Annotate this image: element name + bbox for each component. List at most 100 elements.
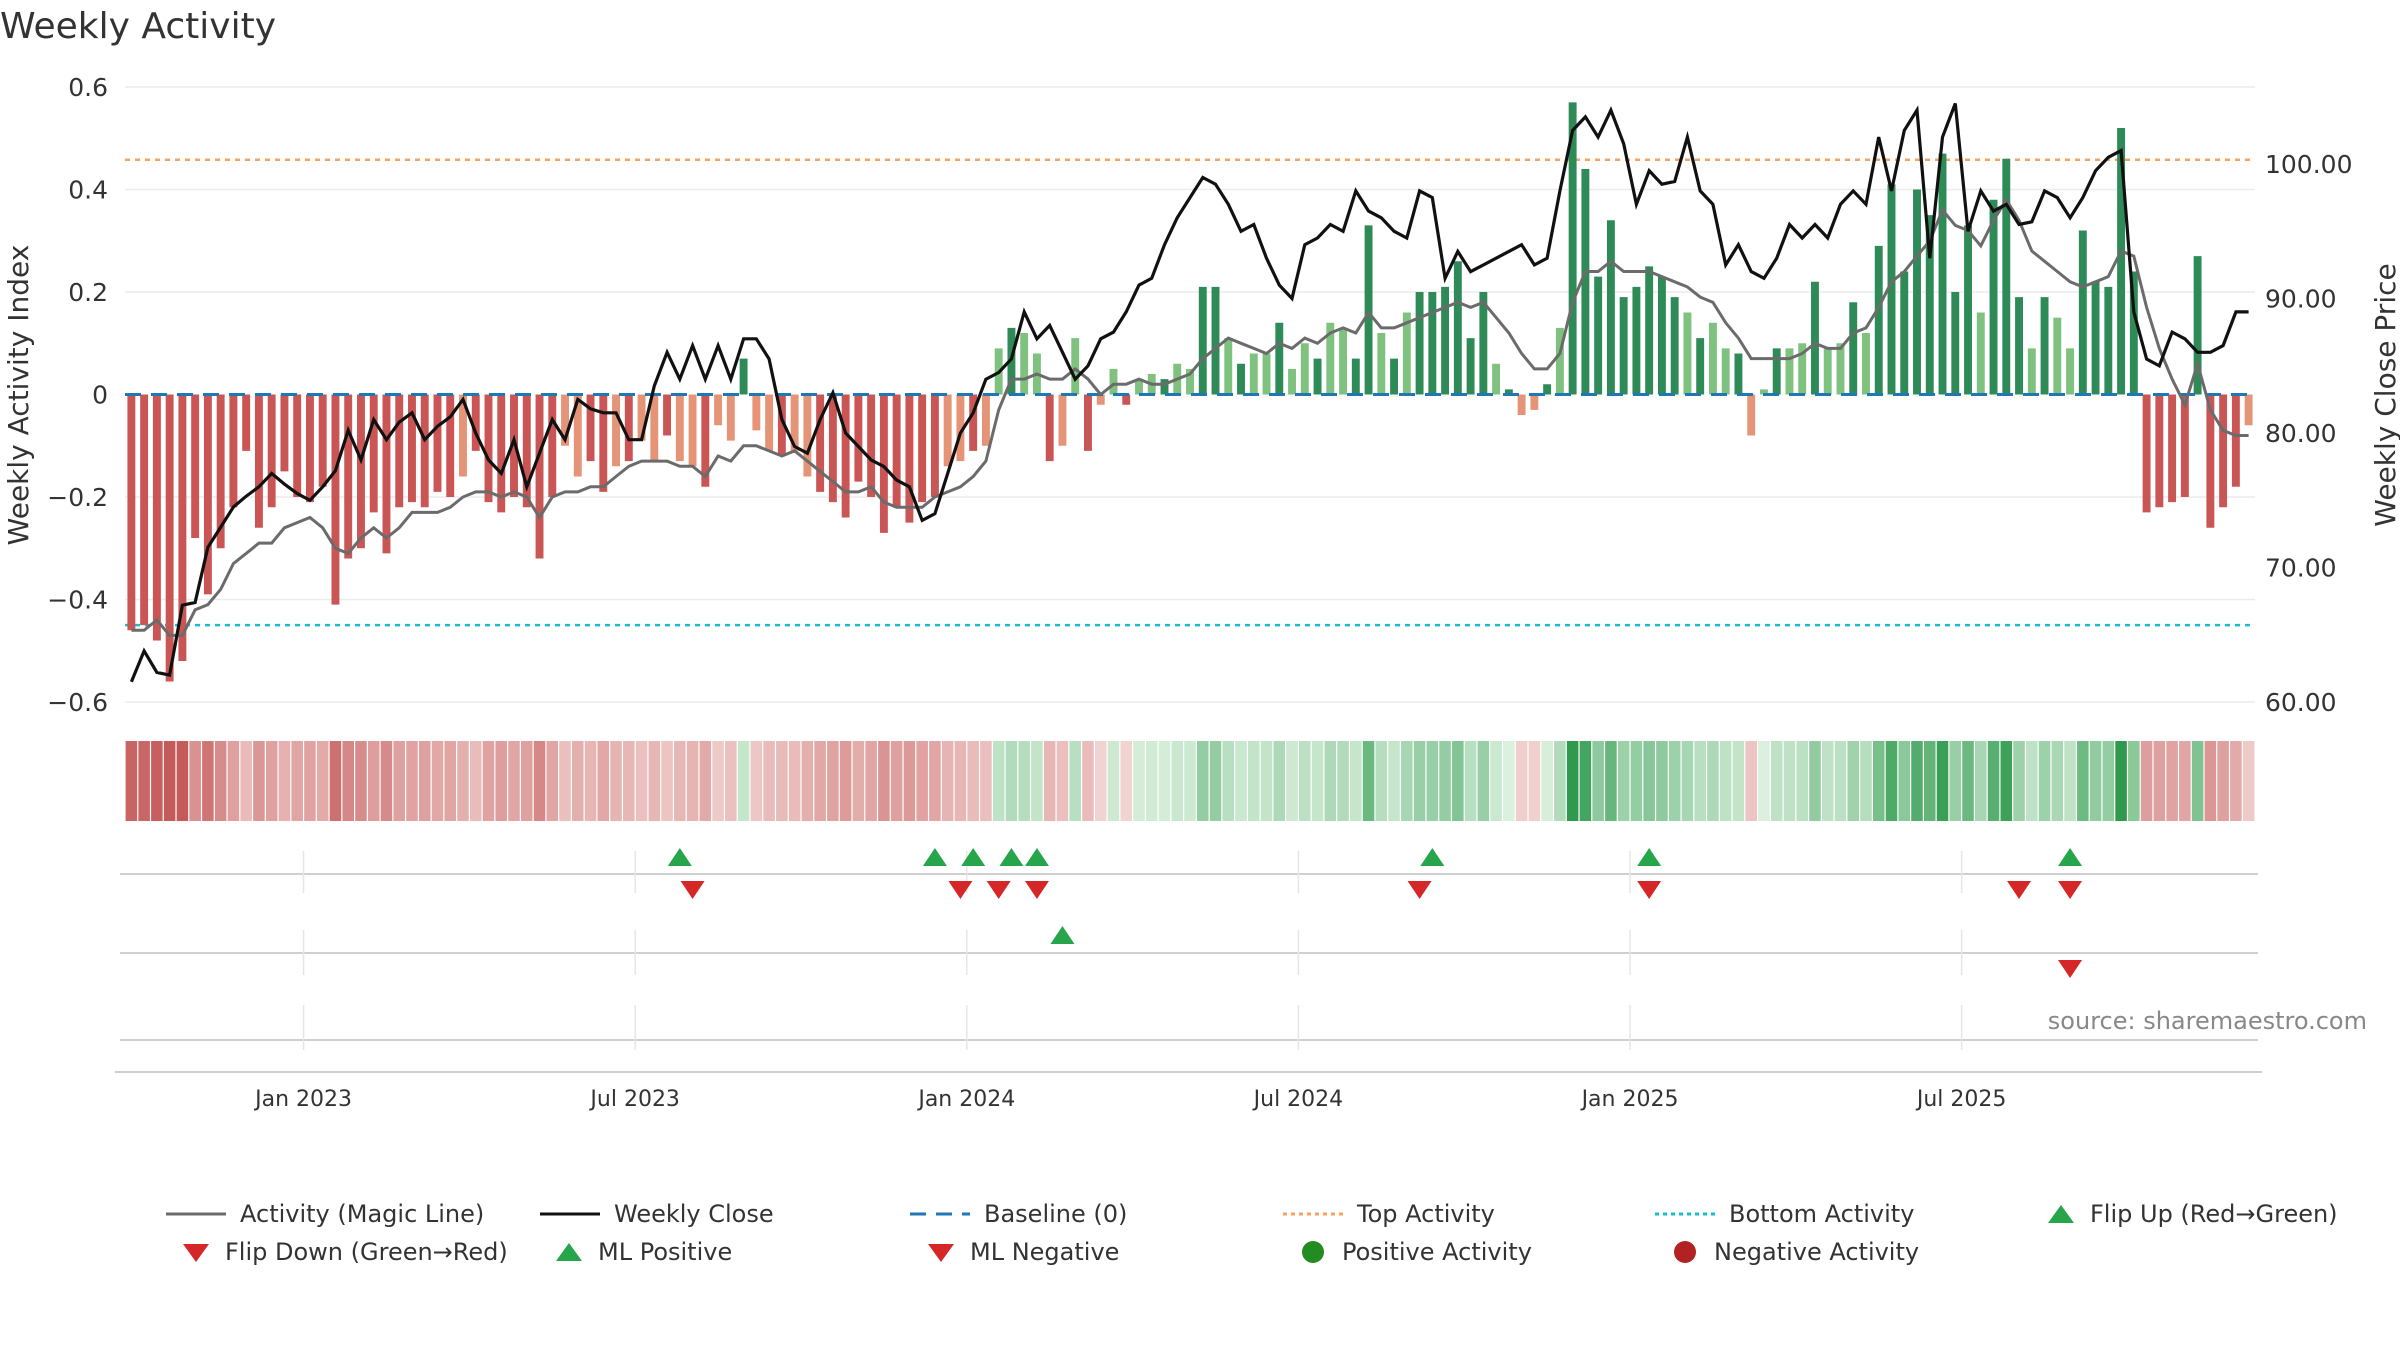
heat-cell bbox=[1235, 741, 1247, 821]
heat-cell bbox=[1464, 741, 1477, 821]
heat-cell bbox=[2026, 741, 2038, 821]
activity-bar bbox=[1874, 245, 1883, 395]
flip-up-marker bbox=[961, 848, 986, 866]
activity-bar bbox=[2193, 256, 2202, 395]
heat-cell bbox=[992, 741, 1005, 821]
y-right-tick-label: 70.00 bbox=[2265, 554, 2337, 583]
activity-bar bbox=[1785, 348, 1794, 395]
heat-cell bbox=[367, 741, 380, 821]
activity-bar bbox=[969, 394, 978, 451]
heat-cell bbox=[572, 741, 584, 821]
heat-cell bbox=[584, 741, 597, 821]
activity-bar bbox=[841, 394, 850, 518]
heat-cell bbox=[623, 741, 635, 821]
heat-cell bbox=[1324, 741, 1337, 821]
heat-cell bbox=[967, 741, 979, 821]
axes: 0.6 0.4 0.2 0 −0.2 −0.4 −0.6 100.00 90.00 80.00 70… bbox=[47, 73, 2352, 1112]
heat-cell bbox=[482, 741, 495, 821]
activity-bar bbox=[867, 394, 876, 497]
legend-item-magic-line: Activity (Magic Line) bbox=[166, 1195, 484, 1233]
activity-bar bbox=[1696, 338, 1705, 395]
heat-cell bbox=[1719, 741, 1732, 821]
heat-cell bbox=[1515, 741, 1528, 821]
heat-cell bbox=[329, 741, 342, 821]
heat-cell bbox=[980, 741, 992, 821]
heat-cell bbox=[699, 741, 712, 821]
heat-cell bbox=[1362, 741, 1375, 821]
legend-item-ml-negative: ML Negative bbox=[926, 1233, 1119, 1271]
flip-up-marker bbox=[667, 848, 692, 866]
heat-cell bbox=[406, 741, 418, 821]
activity-bar bbox=[1135, 379, 1143, 395]
activity-bar bbox=[1721, 348, 1730, 395]
heat-cell bbox=[240, 741, 252, 821]
activity-bar bbox=[1581, 169, 1590, 395]
heat-cell bbox=[865, 741, 877, 821]
activity-bar bbox=[1020, 333, 1029, 395]
activity-bar bbox=[408, 394, 416, 503]
heat-cell bbox=[814, 741, 826, 821]
activity-bar bbox=[471, 394, 480, 451]
y-left-tick-label: −0.4 bbox=[47, 586, 108, 615]
heat-cell bbox=[559, 741, 571, 821]
heat-cell bbox=[151, 741, 163, 821]
activity-bar bbox=[2244, 394, 2253, 426]
flip-up-marker bbox=[2058, 848, 2083, 866]
activity-bar bbox=[357, 394, 365, 549]
heat-cell bbox=[2077, 741, 2089, 821]
heat-cell bbox=[1860, 741, 1872, 821]
ml-positive-marker bbox=[1050, 926, 1075, 944]
activity-bar bbox=[1504, 389, 1513, 395]
activity-bar bbox=[854, 394, 863, 482]
activity-bar bbox=[1364, 225, 1373, 395]
heat-cell bbox=[1503, 741, 1515, 821]
flip-down-marker bbox=[2007, 881, 2032, 899]
activity-bar bbox=[254, 394, 263, 528]
activity-bar bbox=[1657, 276, 1666, 395]
legend-label: Negative Activity bbox=[1714, 1238, 1920, 1266]
legend-item-flip-down: Flip Down (Green→Red) bbox=[181, 1233, 508, 1271]
activity-bar bbox=[1798, 343, 1807, 395]
x-tick-label: Jul 2025 bbox=[1915, 1087, 2007, 1112]
y-left-tick-label: 0.6 bbox=[68, 73, 108, 102]
heat-cell bbox=[1643, 741, 1655, 821]
activity-bar bbox=[433, 394, 442, 492]
activity-bar bbox=[318, 394, 327, 487]
triangle-up-green-icon bbox=[556, 1243, 582, 1261]
heat-cell bbox=[776, 741, 788, 821]
heat-cell bbox=[1949, 741, 1962, 821]
heat-cell bbox=[1133, 741, 1145, 821]
y-right-tick-label: 100.00 bbox=[2265, 150, 2352, 179]
activity-bar bbox=[305, 394, 314, 503]
heat-cell bbox=[1707, 741, 1719, 821]
heat-cell bbox=[444, 741, 457, 821]
x-tick-label: Jul 2023 bbox=[588, 1087, 680, 1112]
heat-cell bbox=[1082, 741, 1094, 821]
heat-cell bbox=[1158, 741, 1171, 821]
activity-bar bbox=[2040, 297, 2049, 395]
heat-cell bbox=[1056, 741, 1069, 821]
activity-bar bbox=[1300, 343, 1309, 395]
heat-cell bbox=[304, 741, 316, 821]
activity-bar bbox=[548, 394, 557, 497]
activity-bar bbox=[1122, 394, 1131, 405]
heat-cell bbox=[903, 741, 916, 821]
heat-cell bbox=[2191, 741, 2204, 821]
activity-bar bbox=[943, 394, 952, 467]
activity-bar bbox=[497, 394, 506, 513]
activity-bar bbox=[382, 394, 391, 554]
heat-cell bbox=[2064, 741, 2076, 821]
heat-cell bbox=[1732, 741, 1745, 821]
heat-cell bbox=[316, 741, 329, 821]
heat-cell bbox=[2179, 741, 2191, 821]
heat-cell bbox=[1592, 741, 1604, 821]
activity-bar bbox=[2129, 271, 2138, 395]
heat-cell bbox=[725, 741, 737, 821]
activity-bar bbox=[369, 394, 378, 513]
heat-cell bbox=[1260, 741, 1273, 821]
triangle-down-red-icon bbox=[928, 1244, 954, 1262]
activity-bar bbox=[2104, 286, 2113, 395]
heat-cell bbox=[355, 741, 367, 821]
heat-cell bbox=[878, 741, 890, 821]
activity-bar bbox=[2027, 348, 2036, 395]
